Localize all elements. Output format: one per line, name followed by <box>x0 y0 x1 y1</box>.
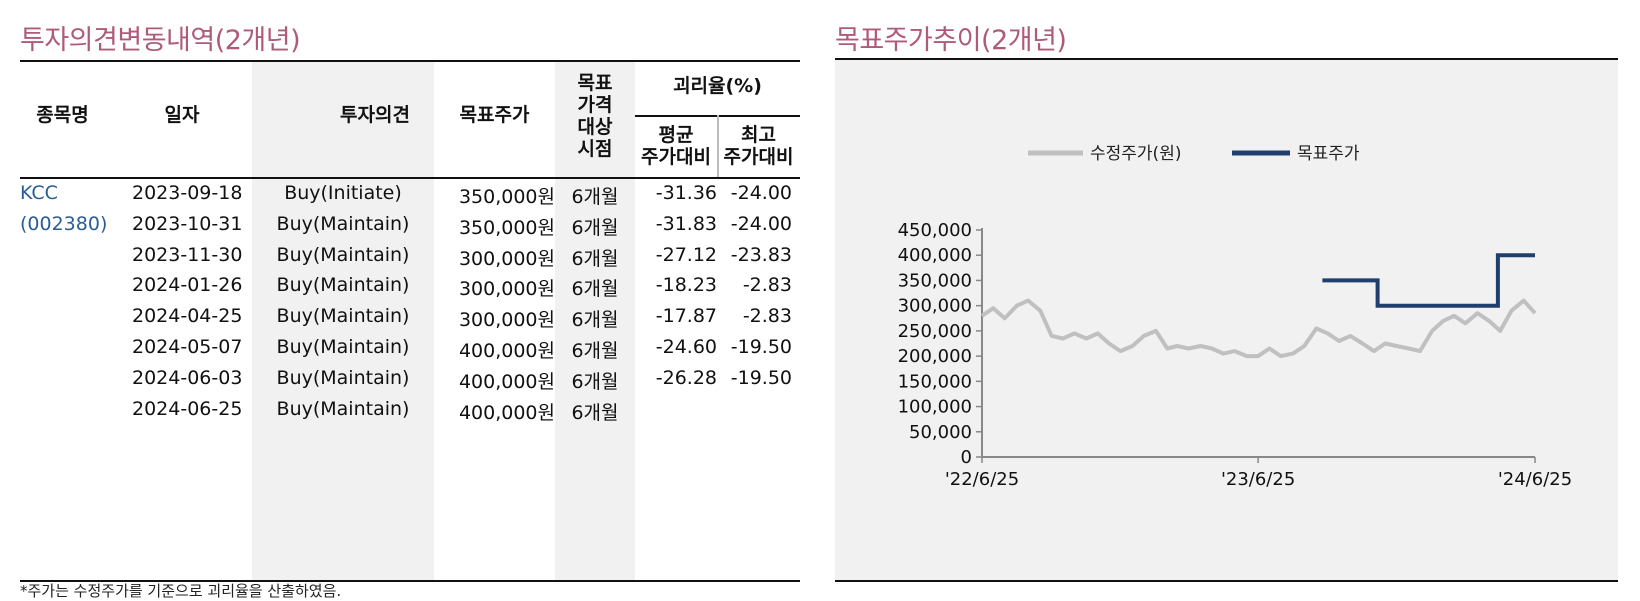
x-tick-label: '24/6/25 <box>1498 469 1572 490</box>
row-avg-gap: -24.60 <box>655 336 717 358</box>
row-opinion: Buy(Maintain) <box>276 212 410 235</box>
row-date: 2024-01-26 <box>132 274 243 297</box>
header-max-gap: 최고 주가대비 <box>717 124 800 168</box>
row-target-price: 350,000원 <box>458 216 555 239</box>
y-tick-label: 250,000 <box>898 321 972 342</box>
y-tick-label: 400,000 <box>898 245 972 266</box>
row-avg-gap: -27.12 <box>655 243 717 266</box>
row-target-period: 6개월 <box>571 186 619 208</box>
x-tick-label: '22/6/25 <box>945 469 1019 490</box>
period-column-shade <box>555 60 635 580</box>
company-name: KCC <box>20 182 58 204</box>
row-target-period: 6개월 <box>571 340 619 362</box>
row-date: 2023-09-18 <box>132 182 243 204</box>
row-target-price: 400,000원 <box>458 340 555 362</box>
row-avg-gap: -31.36 <box>655 182 717 204</box>
row-opinion: Buy(Maintain) <box>276 274 410 297</box>
opinion-history-table: 종목명 일자 투자의견 목표주가 목표 가격 대상 시점 괴리율(%) 평균 주… <box>20 60 800 582</box>
row-target-price: 300,000원 <box>458 278 555 301</box>
row-target-price: 300,000원 <box>458 309 555 332</box>
row-target-period: 6개월 <box>571 216 619 239</box>
row-max-gap: -24.00 <box>730 182 792 204</box>
row-target-period: 6개월 <box>571 401 619 424</box>
row-max-gap: -23.83 <box>730 243 792 266</box>
row-date: 2024-04-25 <box>132 305 243 328</box>
header-target-price: 목표주가 <box>459 104 530 126</box>
row-date: 2024-06-25 <box>132 397 243 420</box>
opinion-column-shade <box>252 60 434 580</box>
right-section-title: 목표주가추이(2개년) <box>835 25 1067 56</box>
row-avg-gap: -31.83 <box>655 212 717 235</box>
row-target-period: 6개월 <box>571 370 619 393</box>
chart-bottom-rule <box>835 580 1618 582</box>
header-opinion: 투자의견 <box>340 104 410 126</box>
price-series-line <box>980 298 1537 359</box>
header-company: 종목명 <box>36 104 89 126</box>
y-tick-label: 200,000 <box>898 346 972 367</box>
row-target-price: 400,000원 <box>458 370 555 393</box>
header-avg-line-2: 주가대비 <box>641 146 711 168</box>
company-code: (002380) <box>20 213 108 235</box>
row-date: 2024-06-03 <box>132 366 243 389</box>
chart-top-rule <box>835 58 1618 60</box>
y-tick-label: 150,000 <box>898 371 972 392</box>
target-price-series-line <box>1322 253 1535 308</box>
header-max-line-2: 주가대비 <box>723 146 794 168</box>
legend-target-label: 목표주가 <box>1297 144 1360 164</box>
y-tick-label: 50,000 <box>909 422 972 443</box>
row-date: 2023-11-30 <box>132 243 243 266</box>
header-period-line-1: 목표 <box>577 72 613 94</box>
y-tick-label: 350,000 <box>898 270 972 291</box>
row-max-gap: -19.50 <box>730 336 792 358</box>
row-target-price: 400,000원 <box>458 401 555 424</box>
header-avg-line-1: 평균 <box>658 124 694 146</box>
row-opinion: Buy(Maintain) <box>276 397 410 420</box>
y-tick-label: 0 <box>961 447 972 468</box>
row-avg-gap: -18.23 <box>655 274 717 297</box>
y-tick-label: 450,000 <box>898 220 972 241</box>
row-date: 2023-10-31 <box>132 212 243 235</box>
y-tick-label: 100,000 <box>898 397 972 418</box>
header-avg-gap: 평균 주가대비 <box>635 124 717 168</box>
left-section-title: 투자의견변동내역(2개년) <box>20 25 301 56</box>
row-avg-gap: -26.28 <box>655 366 717 389</box>
x-tick-label: '23/6/25 <box>1221 469 1295 490</box>
row-opinion: Buy(Maintain) <box>276 243 410 266</box>
row-max-gap: -19.50 <box>730 366 792 389</box>
header-period-line-3: 대상 <box>577 116 613 138</box>
row-target-price: 350,000원 <box>458 186 555 208</box>
footnote: *주가는 수정주가를 기준으로 괴리율을 산출하였음. <box>20 582 342 600</box>
row-max-gap: -24.00 <box>730 212 792 235</box>
header-period-line-4: 시점 <box>577 138 613 160</box>
row-avg-gap: -17.87 <box>655 305 717 328</box>
row-target-price: 300,000원 <box>458 247 555 270</box>
table-bottom-rule <box>20 580 800 582</box>
row-target-period: 6개월 <box>571 278 619 301</box>
header-period-line-2: 가격 <box>577 94 613 116</box>
row-opinion: Buy(Maintain) <box>276 366 410 389</box>
row-target-period: 6개월 <box>571 309 619 332</box>
row-opinion: Buy(Initiate) <box>284 182 402 204</box>
header-target-period: 목표 가격 대상 시점 <box>555 72 635 160</box>
target-price-chart: 450,000 400,000 350,000 300,000 250,000 200,0… <box>898 144 1573 490</box>
row-target-period: 6개월 <box>571 247 619 270</box>
row-max-gap: -2.83 <box>742 305 792 328</box>
header-max-line-1: 최고 <box>741 124 776 146</box>
row-date: 2024-05-07 <box>132 336 243 358</box>
legend-price-label: 수정주가(원) <box>1090 144 1181 164</box>
row-max-gap: -2.83 <box>742 274 792 297</box>
table-top-rule <box>20 60 800 62</box>
row-opinion: Buy(Maintain) <box>276 336 410 358</box>
header-date: 일자 <box>164 104 200 126</box>
gap-subheader-divider <box>717 115 719 177</box>
header-gap-rate: 괴리율(%) <box>673 75 762 97</box>
row-opinion: Buy(Maintain) <box>276 305 410 328</box>
table-header-rule <box>20 177 800 179</box>
y-tick-label: 300,000 <box>898 296 972 317</box>
